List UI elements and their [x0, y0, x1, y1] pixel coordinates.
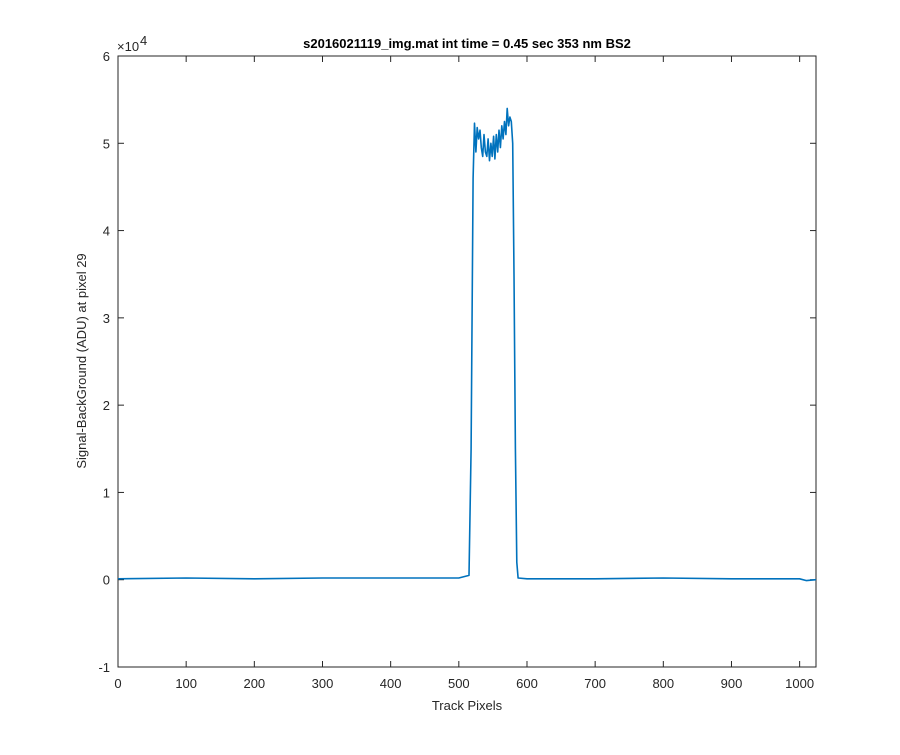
x-tick-label: 400 — [380, 676, 402, 691]
x-tick-label: 600 — [516, 676, 538, 691]
y-tick-label: 6 — [103, 49, 110, 64]
y-tick-label: 4 — [103, 224, 110, 239]
y-tick-label: 2 — [103, 398, 110, 413]
y-exponent-power: 4 — [140, 33, 147, 48]
axes-box — [117, 55, 817, 668]
y-exponent: ×10 4 — [117, 33, 147, 54]
chart-title: s2016021119_img.mat int time = 0.45 sec … — [303, 36, 631, 51]
x-tick-label: 300 — [312, 676, 334, 691]
y-tick-label: 3 — [103, 311, 110, 326]
y-axis-label: Signal-BackGround (ADU) at pixel 29 — [74, 253, 89, 468]
y-tick-label: 0 — [103, 573, 110, 588]
x-tick-label: 1000 — [785, 676, 814, 691]
x-tick-label: 900 — [721, 676, 743, 691]
x-axis: 0 100 200 300 400 500 600 700 800 900 1000 — [114, 56, 814, 691]
x-tick-label: 500 — [448, 676, 470, 691]
series-layer — [117, 107, 817, 582]
plot-area — [117, 55, 817, 668]
x-tick-label: 100 — [175, 676, 197, 691]
x-tick-label: 800 — [652, 676, 674, 691]
y-tick-label: 1 — [103, 485, 110, 500]
x-tick-label: 200 — [243, 676, 265, 691]
x-tick-label: 0 — [114, 676, 121, 691]
y-tick-label: 5 — [103, 136, 110, 151]
y-tick-label: -1 — [98, 660, 110, 675]
x-tick-label: 700 — [584, 676, 606, 691]
y-exponent-label: ×10 — [117, 39, 139, 54]
series-line-0 — [117, 107, 817, 582]
x-axis-label: Track Pixels — [432, 698, 503, 713]
